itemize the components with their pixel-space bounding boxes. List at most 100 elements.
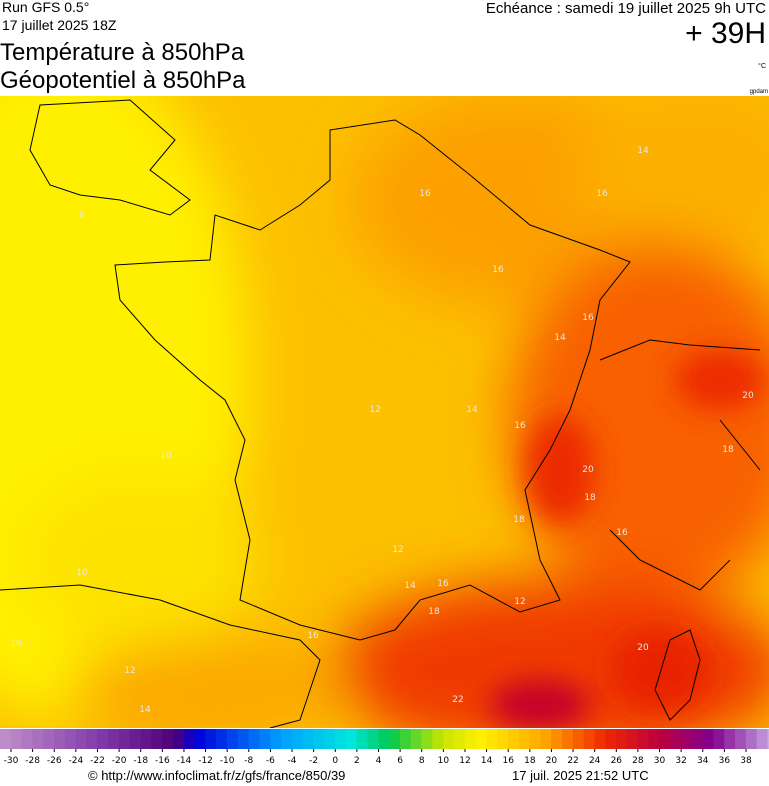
colorbar-swatch bbox=[162, 729, 174, 749]
colorbar-tick-label: -12 bbox=[198, 756, 213, 766]
colorbar-tick-label: 16 bbox=[502, 756, 514, 766]
warm-cores bbox=[490, 350, 765, 728]
colorbar-tick-label: -24 bbox=[69, 756, 84, 766]
colorbar-swatch bbox=[237, 729, 250, 749]
colorbar-tick-label: -16 bbox=[155, 756, 170, 766]
colorbar-tick-label: 10 bbox=[438, 756, 450, 766]
colorbar-swatch bbox=[75, 729, 87, 749]
contour-label: 12 bbox=[514, 597, 525, 607]
title-temperature: Température à 850hPa bbox=[0, 39, 245, 66]
colorbar-swatch bbox=[378, 729, 390, 749]
colorbar-tick-label: 4 bbox=[376, 756, 382, 766]
colorbar-swatch bbox=[594, 729, 606, 749]
colorbar-swatch bbox=[108, 729, 120, 749]
colorbar-swatch bbox=[540, 729, 552, 749]
colorbar-tick-label: -20 bbox=[112, 756, 127, 766]
colorbar bbox=[0, 729, 769, 749]
colorbar-swatch bbox=[626, 729, 639, 749]
colorbar-swatch bbox=[10, 729, 23, 749]
colorbar-swatch bbox=[291, 729, 304, 749]
colorbar-swatch bbox=[637, 729, 650, 749]
contour-label: 16 bbox=[492, 265, 504, 275]
contour-label: 10 bbox=[10, 639, 22, 649]
lead-time: + 39H bbox=[685, 17, 766, 50]
colorbar-swatch bbox=[21, 729, 33, 749]
colorbar-swatch bbox=[767, 729, 769, 749]
contour-label: 18 bbox=[722, 445, 734, 455]
colorbar-swatch bbox=[356, 729, 368, 749]
contour-label: 16 bbox=[307, 631, 319, 641]
colorbar-swatch bbox=[562, 729, 574, 749]
colorbar-tick-label: 0 bbox=[332, 756, 338, 766]
colorbar-swatch bbox=[172, 729, 185, 749]
contour-label: 10 bbox=[76, 568, 88, 578]
title-geopotential: Géopotentiel à 850hPa bbox=[0, 67, 246, 94]
colorbar-swatch bbox=[508, 729, 520, 749]
colorbar-swatch bbox=[151, 729, 163, 749]
colorbar-swatch bbox=[32, 729, 44, 749]
contour-label: 14 bbox=[139, 705, 151, 715]
colorbar-swatch bbox=[367, 729, 379, 749]
colorbar-swatch bbox=[616, 729, 628, 749]
colorbar-tick-label: 26 bbox=[611, 756, 623, 766]
colorbar-swatch bbox=[702, 729, 714, 749]
contour-label: 8 bbox=[79, 211, 85, 221]
colorbar-swatch bbox=[259, 729, 271, 749]
contour-label: 18 bbox=[513, 515, 525, 525]
colorbar-swatch bbox=[335, 729, 347, 749]
colorbar-swatch bbox=[324, 729, 336, 749]
contour-label: 12 bbox=[392, 545, 403, 555]
valid-time: Echéance : samedi 19 juillet 2025 9h UTC bbox=[486, 0, 766, 17]
colorbar-swatch bbox=[270, 729, 282, 749]
colorbar-swatch bbox=[583, 729, 595, 749]
contour-labels: 14 16 8 16 16 16 14 12 14 16 20 18 20 18 16 18 10 12 10 14 1… bbox=[10, 146, 754, 715]
unit-label: °C bbox=[758, 62, 766, 70]
colorbar-swatch bbox=[205, 729, 217, 749]
colorbar-swatch bbox=[140, 729, 152, 749]
colorbar-tick-label: -22 bbox=[90, 756, 105, 766]
map: 14 16 8 16 16 16 14 12 14 16 20 18 20 18 16 18 10 12 10 14 1… bbox=[0, 96, 769, 728]
contour-label: 10 bbox=[160, 451, 172, 461]
contour-label: 14 bbox=[554, 333, 566, 343]
contour-label: 18 bbox=[584, 493, 596, 503]
colorbar-tick-label: -4 bbox=[288, 756, 297, 766]
colorbar-swatch bbox=[345, 729, 358, 749]
colorbar-swatch bbox=[735, 729, 747, 749]
colorbar-swatch bbox=[313, 729, 325, 749]
contour-label: 20 bbox=[582, 465, 594, 475]
colorbar-swatch bbox=[54, 729, 66, 749]
colorbar-swatch bbox=[64, 729, 77, 749]
colorbar-swatch bbox=[248, 729, 260, 749]
france-outline bbox=[114, 119, 631, 641]
colorbar-swatch bbox=[410, 729, 423, 749]
colorbar-swatch bbox=[497, 729, 509, 749]
contour-label: 16 bbox=[437, 579, 449, 589]
colorbar-tick-label: -28 bbox=[25, 756, 40, 766]
colorbar-tick-label: -18 bbox=[133, 756, 148, 766]
colorbar-tick-label: 8 bbox=[419, 756, 425, 766]
colorbar-swatch bbox=[183, 729, 196, 749]
colorbar-tick-label: 32 bbox=[675, 756, 686, 766]
colorbar-tick-label: -30 bbox=[4, 756, 19, 766]
contour-label: 20 bbox=[742, 391, 754, 401]
colorbar-swatch bbox=[216, 729, 228, 749]
contour-label: 22 bbox=[452, 695, 463, 705]
colorbar-tick-label: -6 bbox=[266, 756, 275, 766]
colorbar-swatch bbox=[670, 729, 682, 749]
colorbar-swatch bbox=[194, 729, 206, 749]
colorbar-swatch bbox=[281, 729, 293, 749]
contour-label: 16 bbox=[582, 313, 594, 323]
colorbar-swatch bbox=[421, 729, 433, 749]
spain-coast bbox=[0, 584, 321, 728]
contour-label: 16 bbox=[514, 421, 526, 431]
colorbar-swatch bbox=[432, 729, 444, 749]
contour-label: 12 bbox=[369, 405, 380, 415]
run-date: 17 juillet 2025 18Z bbox=[2, 17, 117, 33]
colorbar-swatch bbox=[302, 729, 314, 749]
contour-label: 20 bbox=[637, 643, 649, 653]
colorbar-ticks: -30 -28 -26 -24 -22 -20 -18 -16 -14 -12 -10 -8 -6 -4-… bbox=[4, 749, 752, 766]
colorbar-swatch bbox=[659, 729, 671, 749]
colorbar-tick-label: 28 bbox=[632, 756, 644, 766]
colorbar-tick-label: 20 bbox=[546, 756, 558, 766]
colorbar-swatch bbox=[605, 729, 617, 749]
